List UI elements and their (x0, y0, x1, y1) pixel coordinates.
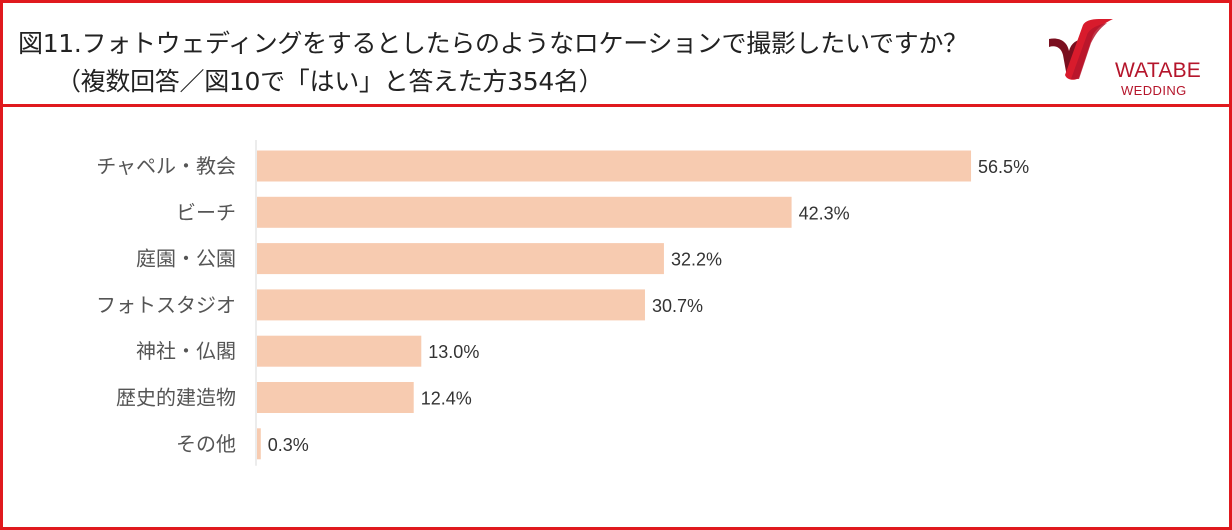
bar-5 (257, 382, 414, 413)
category-label: ビーチ (176, 200, 236, 224)
logo-subtitle: WEDDING (1121, 83, 1187, 98)
data-label: 12.4% (421, 389, 472, 409)
category-label: フォトスタジオ (96, 293, 236, 317)
category-label: 庭園・公園 (136, 247, 236, 271)
data-label: 42.3% (799, 203, 850, 223)
category-label: 神社・仏閣 (136, 339, 236, 363)
chart-panel: チャペル・教会 56.5% ビーチ 42.3% 庭園・公園 32.2% フォトスタジオ 30.… (55, 130, 1163, 510)
logo-wordmark: WATABE (1115, 59, 1201, 82)
bar-4 (257, 335, 422, 367)
checkmark-logo-icon (1049, 19, 1113, 80)
figure-header: 図11.フォトウェディングをするとしたらのようなロケーションで撮影したいですか？… (3, 3, 1229, 107)
data-label: 32.2% (671, 250, 722, 270)
category-label: チャペル・教会 (96, 154, 236, 178)
bar-0 (257, 150, 972, 182)
category-label: その他 (176, 432, 236, 456)
data-label: 56.5% (978, 157, 1029, 177)
bar-6 (257, 428, 261, 460)
figure-title: 図11.フォトウェディングをするとしたらのようなロケーションで撮影したいですか？ (18, 29, 968, 58)
bar-1 (257, 196, 792, 228)
bar-2 (257, 243, 664, 275)
data-label: 30.7% (652, 296, 703, 316)
data-label: 0.3% (268, 435, 309, 455)
category-label: 歴史的建造物 (116, 386, 236, 410)
bar-3 (257, 289, 645, 321)
figure-subtitle: （複数回答／図10で「はい」と答えた方354名） (56, 67, 604, 96)
data-label: 13.0% (428, 342, 479, 362)
bar-chart: チャペル・教会 56.5% ビーチ 42.3% 庭園・公園 32.2% フォトスタジオ 30.… (96, 140, 1029, 466)
watabe-wedding-logo: WATABE WEDDING (1043, 17, 1213, 101)
